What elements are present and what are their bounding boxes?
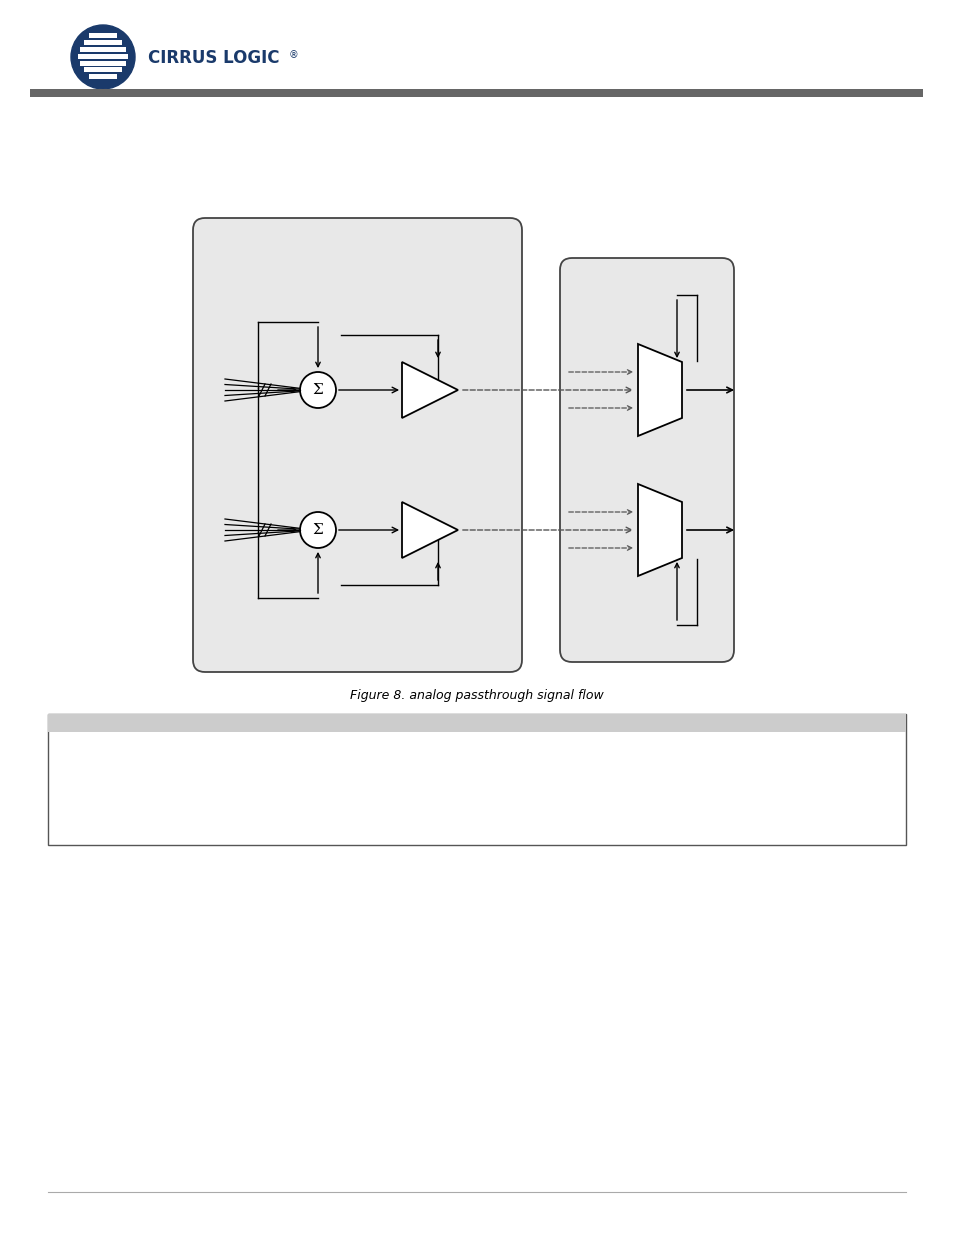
Bar xyxy=(78,54,128,59)
Text: Σ: Σ xyxy=(313,383,323,396)
Circle shape xyxy=(299,372,335,408)
Polygon shape xyxy=(401,362,457,417)
Bar xyxy=(80,61,126,65)
Polygon shape xyxy=(638,345,681,436)
FancyBboxPatch shape xyxy=(193,219,521,672)
Text: Σ: Σ xyxy=(313,522,323,537)
FancyBboxPatch shape xyxy=(559,258,733,662)
Bar xyxy=(89,74,117,79)
Text: ®: ® xyxy=(289,49,298,61)
Bar xyxy=(84,67,122,72)
Bar xyxy=(84,40,122,44)
Polygon shape xyxy=(638,484,681,576)
Circle shape xyxy=(299,513,335,548)
Circle shape xyxy=(71,25,135,89)
Bar xyxy=(48,714,905,845)
Polygon shape xyxy=(401,501,457,558)
Bar xyxy=(89,33,117,38)
Text: Figure 8. analog passthrough signal flow: Figure 8. analog passthrough signal flow xyxy=(350,688,603,701)
Bar xyxy=(48,714,905,732)
FancyBboxPatch shape xyxy=(205,230,510,659)
Bar xyxy=(30,89,923,98)
Text: CIRRUS LOGIC: CIRRUS LOGIC xyxy=(148,49,279,67)
Bar xyxy=(80,47,126,52)
